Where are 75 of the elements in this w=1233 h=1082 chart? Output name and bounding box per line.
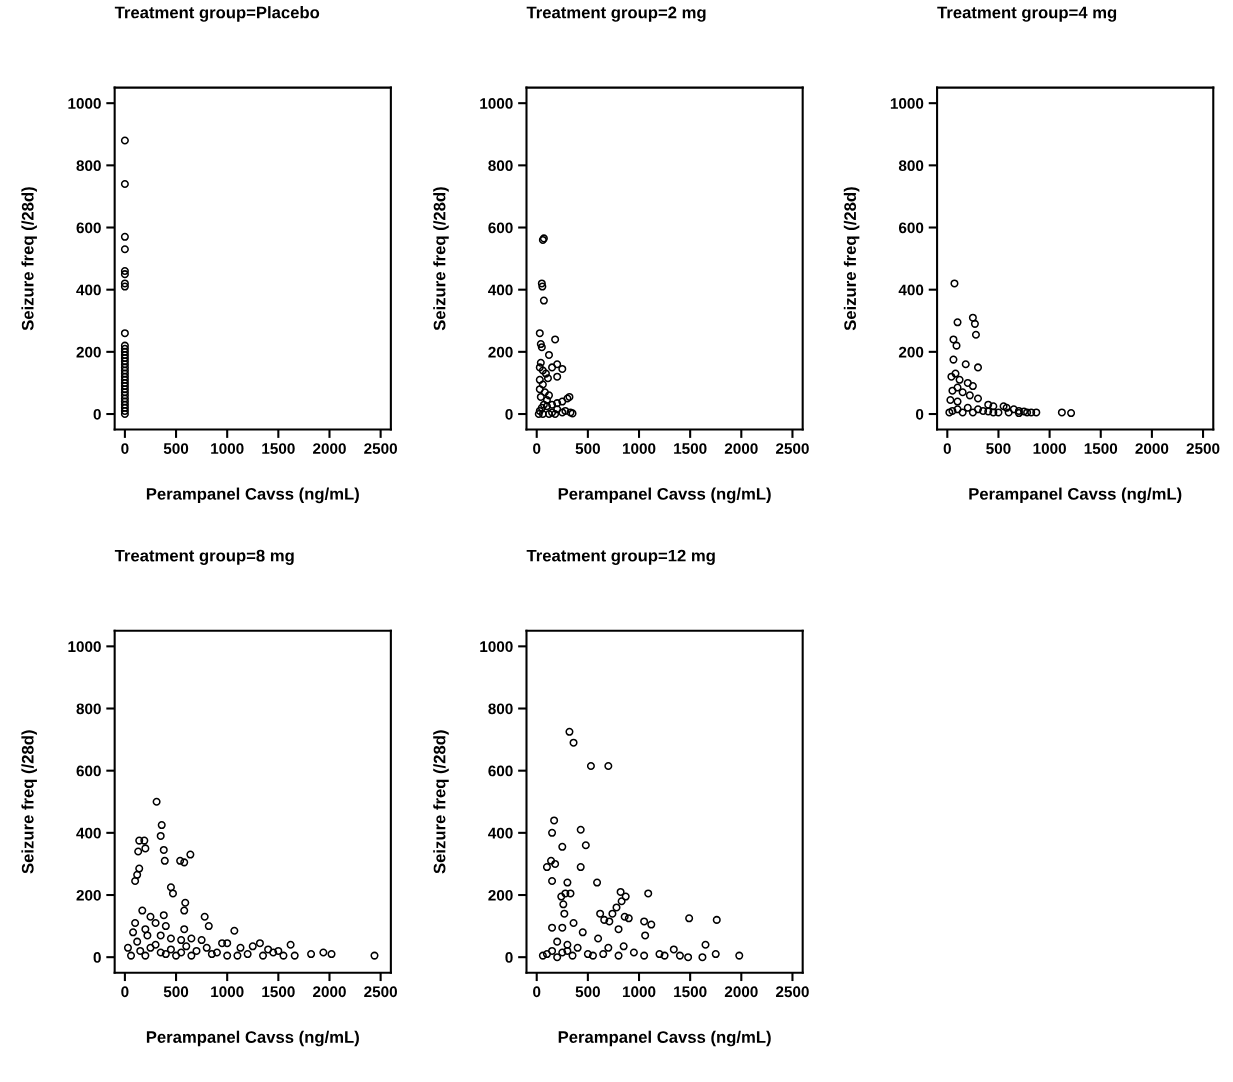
y-tick-label: 600 [488, 222, 513, 234]
x-axis-title: Perampanel Cavss (ng/mL) [146, 487, 359, 504]
x-tick-label: 1000 [211, 986, 244, 998]
x-tick-label: 0 [533, 986, 541, 998]
y-tick-label: 1000 [480, 641, 513, 653]
y-axis-title: Seizure freq (/28d) [843, 187, 860, 331]
y-tick-label: 400 [898, 284, 924, 296]
y-axis-title: Seizure freq (/28d) [433, 187, 449, 331]
y-tick-label: 600 [898, 222, 924, 234]
x-axis-title: Perampanel Cavss (ng/mL) [558, 487, 771, 504]
x-tick-label: 0 [943, 443, 951, 454]
y-tick-label: 0 [93, 408, 101, 420]
y-tick-label: 0 [505, 408, 513, 420]
y-tick-label: 200 [488, 346, 513, 358]
x-tick-label: 1000 [1033, 443, 1066, 454]
y-tick-label: 600 [76, 222, 101, 234]
y-axis-title: Seizure freq (/28d) [21, 730, 37, 874]
y-tick-label: 200 [898, 346, 924, 358]
x-tick-label: 500 [163, 443, 189, 454]
y-tick-label: 400 [76, 827, 101, 839]
y-tick-label: 800 [488, 703, 513, 715]
x-tick-label: 2500 [1186, 443, 1220, 454]
x-axis-title: Perampanel Cavss (ng/mL) [969, 487, 1182, 504]
x-tick-label: 2000 [724, 443, 758, 454]
x-tick-label: 500 [986, 443, 1011, 454]
x-tick-label: 0 [121, 986, 129, 998]
x-axis-title: Perampanel Cavss (ng/mL) [558, 1030, 771, 1047]
y-tick-label: 0 [93, 952, 101, 963]
y-tick-label: 0 [505, 952, 513, 963]
x-tick-label: 2500 [775, 443, 809, 454]
x-tick-label: 1500 [1084, 443, 1118, 454]
y-tick-label: 800 [488, 160, 513, 172]
y-tick-label: 1000 [68, 641, 101, 653]
y-tick-label: 200 [76, 346, 101, 358]
x-tick-label: 1000 [622, 986, 656, 998]
x-tick-label: 2000 [313, 443, 346, 454]
y-tick-label: 0 [915, 408, 924, 420]
chart-title: Treatment group=4 mg [937, 6, 1117, 22]
y-tick-label: 200 [76, 889, 101, 901]
y-tick-label: 400 [488, 827, 513, 839]
y-tick-label: 1000 [890, 98, 924, 109]
y-tick-label: 800 [898, 160, 924, 172]
x-axis-title: Perampanel Cavss (ng/mL) [146, 1030, 359, 1047]
x-tick-label: 2000 [313, 986, 346, 998]
x-tick-label: 500 [163, 986, 189, 998]
x-tick-label: 2500 [364, 443, 397, 454]
x-tick-label: 1000 [211, 443, 244, 454]
y-axis-title: Seizure freq (/28d) [21, 187, 37, 331]
y-tick-label: 400 [76, 284, 101, 296]
y-tick-label: 400 [488, 284, 513, 296]
y-tick-label: 800 [76, 160, 101, 172]
x-tick-label: 500 [575, 443, 600, 454]
x-tick-label: 2500 [364, 986, 397, 998]
x-tick-label: 1500 [262, 986, 295, 998]
chart-title: Treatment group=Placebo [114, 6, 320, 22]
y-tick-label: 200 [488, 889, 513, 901]
chart-title: Treatment group=2 mg [526, 6, 706, 22]
x-tick-label: 0 [121, 443, 129, 454]
chart-title: Treatment group=12 mg [526, 549, 715, 565]
y-tick-label: 800 [76, 703, 101, 715]
y-tick-label: 1000 [480, 98, 513, 109]
x-tick-label: 1000 [622, 443, 656, 454]
y-tick-label: 600 [76, 765, 101, 777]
chart-title: Treatment group=8 mg [114, 549, 294, 565]
x-tick-label: 2000 [1135, 443, 1169, 454]
x-tick-label: 1500 [262, 443, 295, 454]
y-axis-title: Seizure freq (/28d) [433, 730, 449, 874]
x-tick-label: 1500 [674, 986, 707, 998]
x-tick-label: 2500 [775, 986, 809, 998]
y-tick-label: 1000 [68, 98, 101, 109]
x-tick-label: 500 [575, 986, 600, 998]
x-tick-label: 0 [533, 443, 541, 454]
x-tick-label: 1500 [674, 443, 707, 454]
x-tick-label: 2000 [724, 986, 758, 998]
y-tick-label: 600 [488, 765, 513, 777]
